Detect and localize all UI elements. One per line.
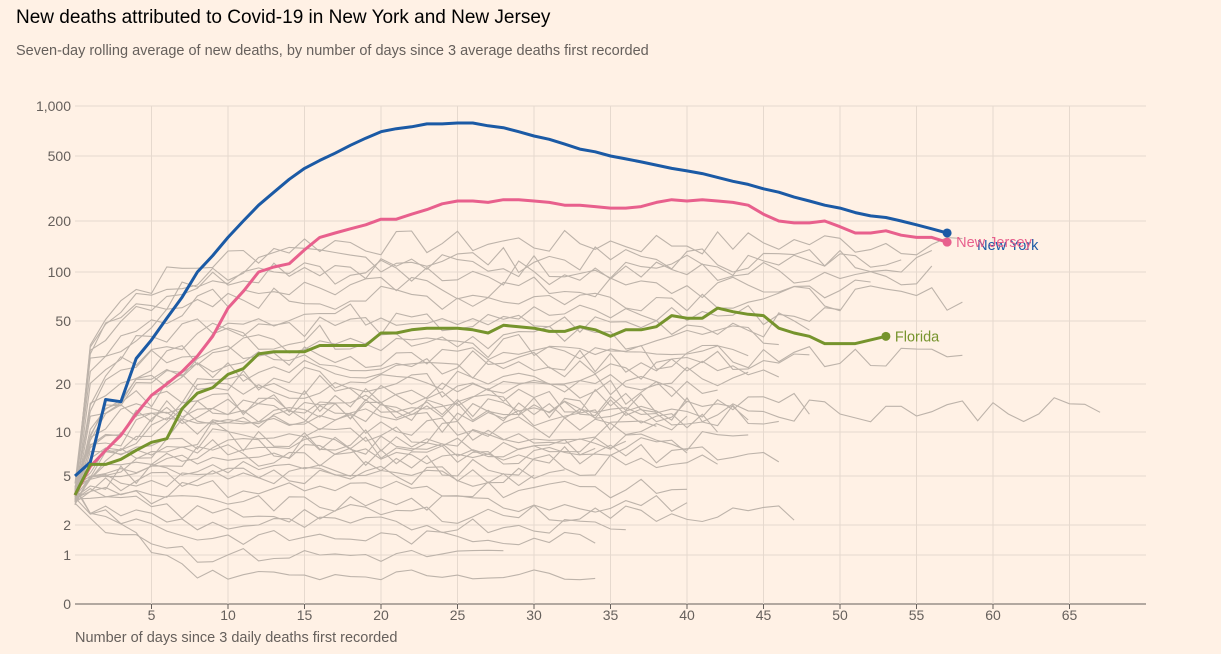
- x-tick-label: 45: [756, 607, 772, 623]
- series-line-new-jersey: [73, 198, 948, 496]
- y-tick-label: 1,000: [36, 98, 71, 114]
- y-tick-label: 5: [63, 468, 71, 484]
- x-tick-label: 30: [526, 607, 542, 623]
- state-line: [74, 358, 780, 488]
- x-tick-label: 25: [450, 607, 466, 623]
- series-label-new-york: New York: [977, 238, 1039, 254]
- state-line: [74, 502, 504, 563]
- state-line: [74, 454, 718, 498]
- state-line: [74, 435, 688, 503]
- state-line: [74, 324, 779, 492]
- x-tick-label: 65: [1062, 607, 1078, 623]
- state-line: [74, 444, 596, 503]
- state-line: [74, 420, 657, 505]
- state-line: [74, 396, 1101, 497]
- series-end-dot: [942, 237, 952, 247]
- series-label-new-jersey: New Jersey: [956, 235, 1032, 251]
- state-line: [74, 497, 596, 546]
- state-line: [74, 253, 902, 498]
- y-tick-label: 2: [63, 517, 71, 533]
- state-line: [74, 490, 688, 513]
- state-line: [74, 478, 688, 504]
- state-line: [74, 398, 749, 489]
- state-line: [74, 428, 749, 487]
- state-line: [74, 312, 810, 496]
- x-tick-label: 10: [220, 607, 236, 623]
- y-tick-label: 20: [55, 376, 71, 392]
- state-line: [74, 465, 535, 499]
- state-line: [74, 229, 963, 495]
- y-tick-label: 1: [63, 547, 71, 563]
- x-tick-label: 5: [148, 607, 156, 623]
- chart-title: New deaths attributed to Covid-19 in New…: [16, 7, 551, 28]
- x-axis-label: Number of days since 3 daily deaths firs…: [75, 630, 398, 646]
- state-line: [74, 414, 688, 487]
- series-line-new-york: [73, 121, 948, 478]
- state-line: [74, 485, 596, 581]
- x-tick-label: 55: [909, 607, 925, 623]
- state-line: [74, 379, 688, 501]
- y-tick-label: 100: [48, 264, 72, 280]
- series-label-florida: Florida: [895, 329, 940, 345]
- y-tick-label: 50: [55, 313, 71, 329]
- series-line-florida: [73, 306, 887, 496]
- x-tick-label: 35: [603, 607, 619, 623]
- x-tick-label: 50: [832, 607, 848, 623]
- state-line: [74, 402, 779, 506]
- series-end-dot: [942, 228, 952, 238]
- state-line: [74, 259, 933, 484]
- x-tick-label: 40: [679, 607, 695, 623]
- state-line: [74, 366, 749, 498]
- state-line: [74, 488, 795, 524]
- state-line: [74, 303, 841, 503]
- state-line: [74, 466, 565, 498]
- y-tick-label: 10: [55, 424, 71, 440]
- y-tick-label: 200: [48, 213, 72, 229]
- x-tick-label: 60: [985, 607, 1001, 623]
- state-line: [74, 344, 963, 499]
- x-tick-label: 20: [373, 607, 389, 623]
- state-line: [74, 276, 871, 495]
- x-tick-label: 15: [297, 607, 313, 623]
- state-line: [74, 488, 626, 534]
- state-line: [74, 333, 749, 497]
- chart-subtitle: Seven-day rolling average of new deaths,…: [16, 43, 649, 59]
- state-line: [74, 285, 963, 495]
- series-end-dot: [881, 331, 891, 341]
- y-tick-label: 0: [63, 596, 71, 612]
- state-line: [74, 443, 780, 487]
- state-line: [74, 246, 933, 492]
- y-tick-label: 500: [48, 148, 72, 164]
